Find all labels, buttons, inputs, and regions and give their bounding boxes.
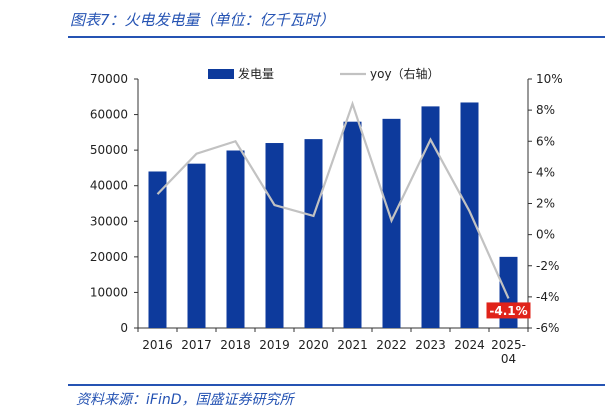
bar [304, 139, 323, 328]
x-tick-label: 2019 [259, 338, 290, 352]
left-tick-label: 70000 [90, 72, 128, 86]
right-tick-label: 2% [536, 197, 555, 211]
yoy-line [156, 100, 510, 299]
bar [187, 163, 206, 328]
left-tick-label: 30000 [90, 214, 128, 228]
right-tick-label: -4% [536, 290, 559, 304]
x-tick-label: 2018 [220, 338, 251, 352]
callout-label: -4.1% [489, 304, 527, 318]
yoy-series [156, 100, 510, 299]
callout-box [486, 302, 531, 319]
right-tick-label: -6% [536, 321, 559, 335]
title-divider [68, 36, 605, 38]
legend: 发电量 yoy（右轴） [208, 66, 440, 81]
bar [148, 171, 167, 328]
x-tick-label: 2022 [376, 338, 407, 352]
right-tick-label: 8% [536, 103, 555, 117]
annotation: -4.1% [486, 302, 531, 319]
chart-title: 图表7：火电发电量（单位：亿千瓦时） [70, 11, 335, 29]
right-tick-label: 4% [536, 165, 555, 179]
bar [421, 106, 440, 328]
left-tick-label: 20000 [90, 250, 128, 264]
chart: 010000200003000040000500006000070000-6%-… [90, 66, 563, 366]
x-tick-label: 2021 [337, 338, 368, 352]
bar [343, 121, 362, 328]
bar [226, 150, 245, 328]
legend-bar-label: 发电量 [238, 66, 274, 81]
x-tick-label: 2020 [298, 338, 329, 352]
x-tick-label: 2016 [142, 338, 173, 352]
legend-bar-swatch [208, 69, 234, 79]
bar [382, 118, 401, 328]
x-tick-label: 2025- [491, 338, 526, 352]
right-tick-label: 10% [536, 72, 563, 86]
right-tick-label: 0% [536, 228, 555, 242]
left-tick-label: 50000 [90, 143, 128, 157]
left-tick-label: 60000 [90, 108, 128, 122]
bar-series [148, 102, 518, 328]
legend-line-label: yoy（右轴） [370, 66, 440, 81]
left-tick-label: 10000 [90, 285, 128, 299]
bar [460, 102, 479, 328]
right-tick-label: -2% [536, 259, 559, 273]
x-tick-label: 2017 [181, 338, 212, 352]
x-tick-label: 2023 [415, 338, 446, 352]
source-note: 资料来源：iFinD，国盛证券研究所 [76, 392, 294, 408]
x-tick-label: 2024 [454, 338, 485, 352]
right-tick-label: 6% [536, 134, 555, 148]
source-divider [68, 384, 605, 386]
left-tick-label: 0 [120, 321, 128, 335]
bar [265, 143, 284, 328]
left-tick-label: 40000 [90, 179, 128, 193]
x-tick-label: 04 [501, 352, 516, 366]
tick-labels: 010000200003000040000500006000070000-6%-… [90, 72, 563, 366]
